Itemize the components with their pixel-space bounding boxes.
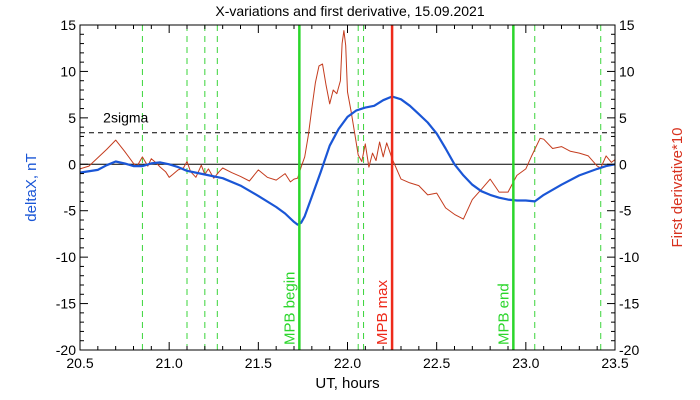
y-tick-label-right: -15 [619, 296, 639, 312]
y-tick-label-right: 0 [619, 156, 627, 172]
y-tick-label-right: 15 [619, 17, 635, 33]
y-tick-label-left: -5 [64, 203, 77, 219]
deltax-line [79, 95, 616, 226]
x-tick-label: 21.0 [156, 355, 183, 371]
y-tick-label-right: -20 [619, 342, 639, 358]
y-tick-label-left: 0 [68, 156, 76, 172]
y-tick-label-left: 15 [60, 17, 76, 33]
x-tick-label: 21.5 [245, 355, 272, 371]
x-tick-label: 23.0 [512, 355, 539, 371]
y-tick-label-left: 10 [60, 63, 76, 79]
y-tick-label-left: -15 [56, 296, 76, 312]
y-tick-label-right: 5 [619, 110, 627, 126]
y-tick-label-left: -10 [56, 249, 76, 265]
chart-title: X-variations and first derivative, 15.09… [215, 3, 484, 19]
y-tick-label-right: -10 [619, 249, 639, 265]
y-axis-label-left: deltaX, nT [23, 153, 40, 221]
y-axis-label-right: First derivative*10 [669, 127, 686, 247]
dashed-markers [141, 25, 602, 350]
x-axis-label: UT, hours [315, 375, 379, 392]
mpb-marker-label: MPB begin [281, 272, 298, 345]
y-tick-label-left: 5 [68, 110, 76, 126]
axis-ticks: 20.5 21.0 21.5 22.0 22.5 23.0 23.5-20 -20-15 -15… [56, 17, 640, 371]
vertical-markers: MPB begin MPB max MPB end [281, 25, 515, 350]
y-tick-label-right: 10 [619, 63, 635, 79]
sigma-label: 2sigma [103, 110, 148, 126]
x-tick-label: 23.5 [601, 355, 628, 371]
x-tick-label: 20.5 [66, 355, 93, 371]
x-tick-label: 22.5 [423, 355, 450, 371]
mpb-marker-label: MPB max [374, 279, 391, 345]
x-tick-label: 22.0 [334, 355, 361, 371]
mpb-marker-label: MPB end [495, 283, 512, 345]
y-tick-label-left: -20 [56, 342, 76, 358]
y-tick-label-right: -5 [619, 203, 632, 219]
